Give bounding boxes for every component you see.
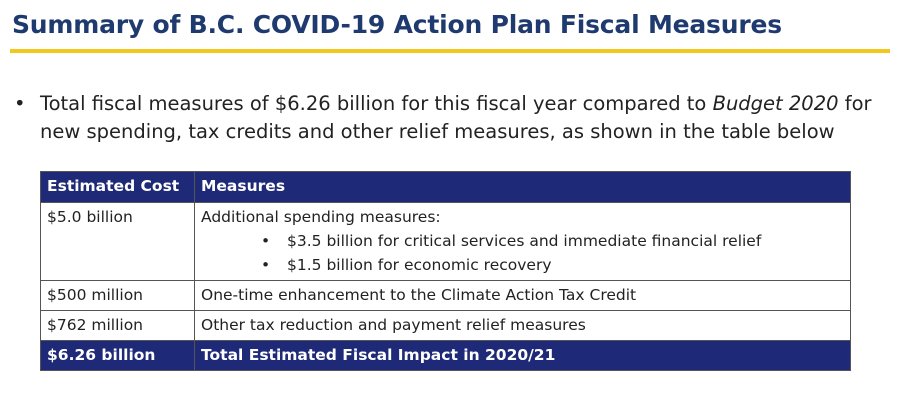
fiscal-measures-table: Estimated Cost Measures $5.0 billion Add… [40, 171, 851, 371]
spending-subitems: • $3.5 billion for critical services and … [201, 229, 844, 277]
header-estimated-cost: Estimated Cost [40, 171, 195, 203]
subitem-bullet: • [261, 256, 271, 274]
subitem-text: $3.5 billion for critical services and i… [287, 232, 762, 250]
table-row: $762 million Other tax reduction and pay… [40, 310, 851, 341]
table-total-row: $6.26 billion Total Estimated Fiscal Imp… [40, 340, 851, 371]
row-cost: $500 million [40, 280, 195, 311]
table-row: $5.0 billion Additional spending measure… [40, 202, 851, 281]
page-title: Summary of B.C. COVID-19 Action Plan Fis… [12, 10, 782, 39]
subitem-text: $1.5 billion for economic recovery [287, 256, 552, 274]
summary-text-budget-reference: Budget 2020 [712, 92, 839, 115]
row-cost: $762 million [40, 310, 195, 341]
row-measure: Additional spending measures: • $3.5 bill… [194, 202, 851, 281]
bullet-marker: • [14, 92, 26, 115]
row-measure-text: Additional spending measures: [201, 208, 441, 226]
title-underline-rule [10, 49, 890, 53]
row-cost: $5.0 billion [40, 202, 195, 281]
summary-text-end: for new spending, tax credits and other … [40, 92, 872, 143]
summary-text: Total fiscal measures of $6.26 billion f… [40, 90, 899, 146]
subitem-bullet: • [261, 232, 271, 250]
header-measures: Measures [194, 171, 851, 203]
table-header-row: Estimated Cost Measures [40, 171, 851, 203]
subitem: • $3.5 billion for critical services and … [261, 229, 844, 253]
summary-text-start: Total fiscal measures of $6.26 billion f… [40, 92, 713, 115]
total-cost: $6.26 billion [40, 340, 195, 371]
total-measure: Total Estimated Fiscal Impact in 2020/21 [194, 340, 851, 371]
row-measure: One-time enhancement to the Climate Acti… [194, 280, 851, 311]
summary-bullet: • Total fiscal measures of $6.26 billion… [14, 90, 899, 146]
table-row: $500 million One-time enhancement to the… [40, 280, 851, 311]
row-measure: Other tax reduction and payment relief m… [194, 310, 851, 341]
subitem: • $1.5 billion for economic recovery [261, 253, 844, 277]
